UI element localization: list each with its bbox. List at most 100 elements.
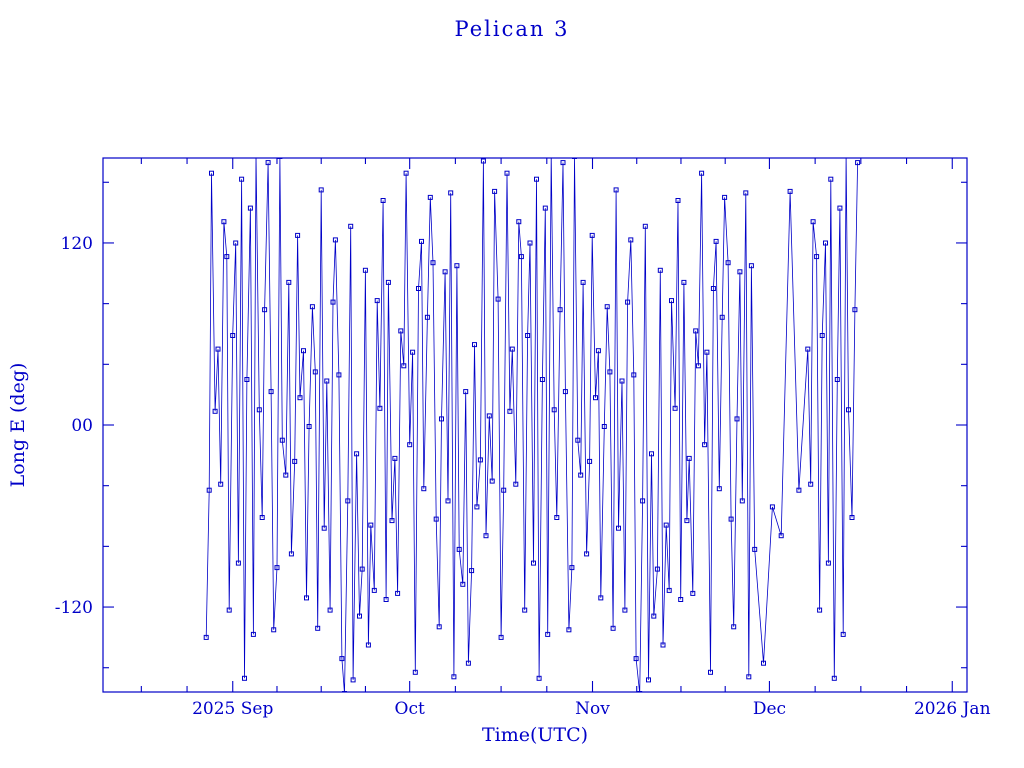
data-point-marker bbox=[318, 187, 324, 193]
data-point-marker bbox=[209, 170, 214, 176]
data-point-marker bbox=[580, 279, 586, 285]
x-axis-label: Time(UTC) bbox=[481, 724, 589, 746]
data-point-marker bbox=[430, 260, 436, 266]
data-point-marker bbox=[569, 565, 575, 571]
data-point-marker bbox=[719, 314, 725, 320]
data-point-marker bbox=[288, 551, 294, 557]
data-point-marker bbox=[669, 298, 674, 304]
data-point-marker bbox=[233, 240, 239, 246]
data-point-marker bbox=[646, 677, 651, 683]
data-point-marker bbox=[401, 363, 407, 369]
data-point-marker bbox=[704, 349, 710, 355]
data-point-marker bbox=[631, 372, 637, 378]
data-point-marker bbox=[598, 595, 604, 601]
data-point-marker bbox=[710, 286, 716, 291]
data-point-marker bbox=[678, 597, 684, 602]
data-point-marker bbox=[619, 378, 625, 384]
data-point-marker bbox=[389, 518, 395, 524]
data-point-marker bbox=[407, 442, 413, 448]
data-point-marker bbox=[321, 525, 327, 531]
data-point-marker bbox=[560, 160, 566, 166]
data-point-marker bbox=[451, 674, 457, 680]
data-point-marker bbox=[480, 158, 486, 164]
data-point-marker bbox=[279, 437, 285, 443]
data-point-marker bbox=[728, 516, 734, 522]
data-point-marker bbox=[562, 389, 568, 395]
data-polyline bbox=[205, 158, 858, 692]
data-point-marker bbox=[421, 486, 427, 492]
data-point-marker bbox=[844, 151, 848, 155]
data-point-marker bbox=[383, 597, 389, 602]
data-point-marker bbox=[584, 551, 590, 557]
data-point-marker bbox=[265, 160, 271, 166]
data-point-marker bbox=[554, 515, 560, 520]
data-point-marker bbox=[666, 587, 672, 593]
data-point-marker bbox=[365, 642, 371, 648]
data-point-marker bbox=[412, 669, 418, 675]
data-point-marker bbox=[637, 691, 643, 692]
data-point-marker bbox=[557, 307, 563, 313]
data-point-marker bbox=[545, 631, 551, 637]
data-point-marker bbox=[708, 669, 713, 675]
data-point-marker bbox=[203, 634, 209, 640]
data-point-marker bbox=[814, 254, 820, 260]
data-point-marker bbox=[448, 190, 454, 196]
data-point-marker bbox=[616, 525, 621, 531]
data-series bbox=[203, 151, 861, 692]
data-point-marker bbox=[589, 232, 595, 238]
data-point-marker bbox=[534, 176, 539, 182]
data-point-marker bbox=[256, 407, 262, 413]
data-point-marker bbox=[206, 487, 212, 493]
data-point-marker bbox=[509, 346, 515, 352]
data-point-marker bbox=[663, 522, 669, 528]
y-tick-label: -120 bbox=[55, 598, 93, 618]
data-point-marker bbox=[743, 190, 749, 196]
data-point-marker bbox=[769, 504, 775, 510]
data-point-marker bbox=[348, 223, 354, 229]
data-point-marker bbox=[654, 566, 660, 572]
data-point-marker bbox=[498, 634, 504, 640]
data-point-marker bbox=[725, 260, 731, 266]
data-point-marker bbox=[778, 533, 784, 539]
data-point-marker bbox=[808, 481, 814, 487]
data-point-marker bbox=[819, 333, 825, 338]
data-point-marker bbox=[483, 533, 489, 539]
data-point-marker bbox=[277, 158, 283, 159]
y-tick-label: 00 bbox=[71, 416, 93, 436]
data-point-marker bbox=[436, 624, 442, 630]
chart-title: Pelican 3 bbox=[454, 17, 570, 41]
data-point-marker bbox=[837, 205, 843, 211]
data-point-marker bbox=[283, 472, 289, 478]
data-point-marker bbox=[486, 413, 492, 419]
data-point-marker bbox=[242, 675, 247, 681]
data-point-marker bbox=[286, 279, 292, 285]
data-point-marker bbox=[566, 627, 572, 633]
data-point-marker bbox=[651, 613, 657, 619]
data-point-marker bbox=[739, 498, 745, 504]
data-point-marker bbox=[433, 516, 439, 522]
data-point-marker bbox=[306, 424, 312, 429]
data-point-marker bbox=[327, 607, 333, 613]
data-point-marker bbox=[660, 642, 666, 648]
x-tick-label: Oct bbox=[395, 699, 425, 719]
data-point-marker bbox=[746, 674, 752, 680]
data-point-marker bbox=[761, 660, 766, 666]
data-point-marker bbox=[218, 481, 224, 487]
data-point-marker bbox=[419, 238, 424, 244]
x-tick-label: Dec bbox=[753, 699, 786, 719]
data-point-marker bbox=[734, 416, 740, 422]
data-point-marker bbox=[731, 624, 737, 630]
data-point-marker bbox=[416, 286, 421, 291]
data-point-marker bbox=[622, 607, 628, 613]
data-point-marker bbox=[699, 170, 705, 176]
data-point-marker bbox=[304, 595, 309, 601]
data-point-marker bbox=[395, 590, 401, 596]
data-point-marker bbox=[271, 627, 277, 633]
data-point-marker bbox=[855, 160, 861, 166]
data-point-marker bbox=[292, 458, 298, 464]
data-point-marker bbox=[610, 625, 616, 631]
data-point-marker bbox=[345, 498, 351, 504]
data-point-marker bbox=[607, 369, 613, 375]
x-tick-label: 2025 Sep bbox=[192, 699, 273, 719]
